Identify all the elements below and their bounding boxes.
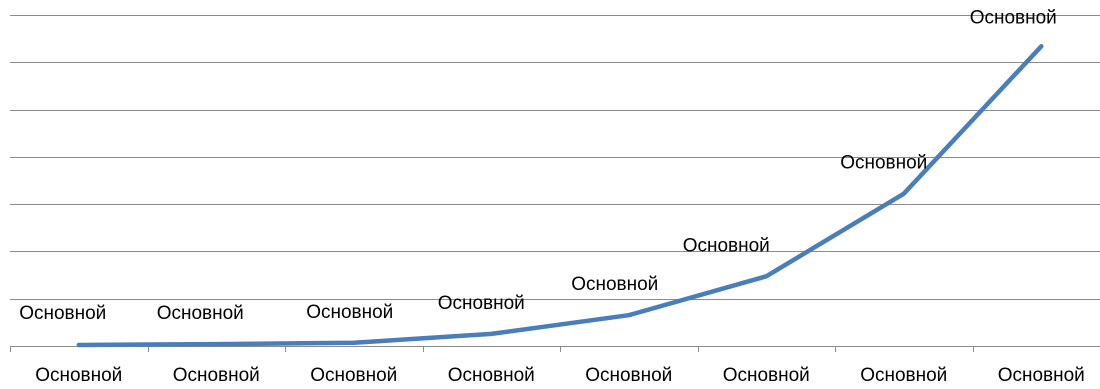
x-tick-label: Основной (723, 365, 810, 386)
data-label: Основной (438, 293, 525, 314)
series-layer (76, 44, 1044, 348)
x-tick-label: Основной (173, 365, 260, 386)
x-tick-label: Основной (585, 365, 672, 386)
x-axis (9, 345, 1100, 352)
data-label: Основной (683, 235, 770, 256)
x-tick-label: Основной (860, 365, 947, 386)
data-labels: Основной Основной Основной Основной Основной… (19, 7, 1057, 324)
data-label: Основной (571, 274, 658, 295)
x-tick-label: Основной (35, 365, 122, 386)
x-tick-label: Основной (448, 365, 535, 386)
x-tick-label: Основной (310, 365, 397, 386)
x-tick-label: Основной (998, 365, 1085, 386)
data-label: Основной (970, 7, 1057, 28)
data-label: Основной (157, 303, 244, 324)
data-label: Основной (840, 153, 927, 174)
gridlines (10, 14, 1100, 301)
data-label: Основной (19, 303, 106, 324)
x-tick-labels: Основной Основной Основной Основной Основной… (35, 365, 1085, 386)
data-label: Основной (306, 302, 393, 323)
series-line (76, 44, 1044, 348)
